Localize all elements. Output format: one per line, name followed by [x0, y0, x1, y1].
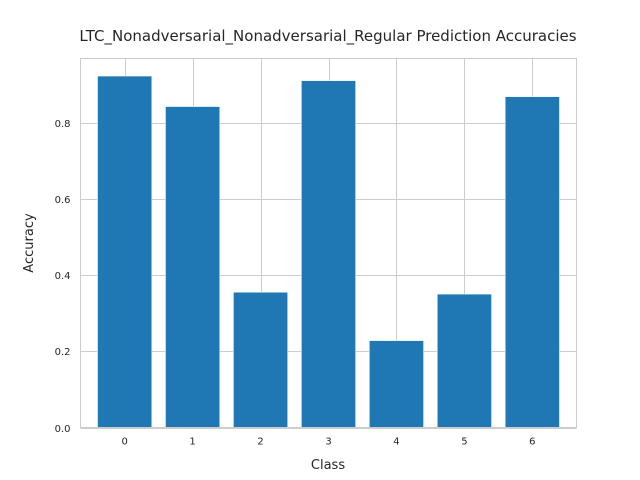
plot-frame: [80, 58, 577, 428]
x-tick-label: 0: [121, 437, 127, 448]
y-tick-label: 0.0: [55, 424, 71, 435]
x-tick-label: 1: [189, 437, 195, 448]
x-tick-label: 4: [393, 437, 399, 448]
x-tick-label: 2: [257, 437, 263, 448]
y-axis-ticks: 0.0 0.2 0.4 0.6 0.8: [55, 119, 71, 435]
y-axis-label: Accuracy: [22, 213, 37, 273]
x-tick-label: 3: [325, 437, 331, 448]
bar-class-2: [233, 291, 289, 428]
bar-class-3: [301, 80, 356, 428]
chart-title: LTC_Nonadversarial_Nonadversarial_Regula…: [79, 27, 576, 46]
y-tick-label: 0.6: [55, 195, 71, 206]
bar-class-4: [368, 340, 424, 428]
x-axis-label: Class: [311, 458, 345, 473]
y-tick-label: 0.4: [55, 271, 71, 282]
bar-class-1: [165, 106, 221, 428]
x-axis-ticks: 0 1 2 3 4 5 6: [121, 437, 535, 448]
y-tick-label: 0.8: [55, 119, 71, 130]
bars: [97, 75, 560, 428]
x-tick-label: 6: [529, 437, 535, 448]
y-tick-label: 0.2: [55, 347, 71, 358]
bar-class-6: [504, 96, 560, 428]
x-tick-label: 5: [461, 437, 467, 448]
bar-class-5: [436, 293, 492, 428]
bar-class-0: [97, 75, 153, 428]
